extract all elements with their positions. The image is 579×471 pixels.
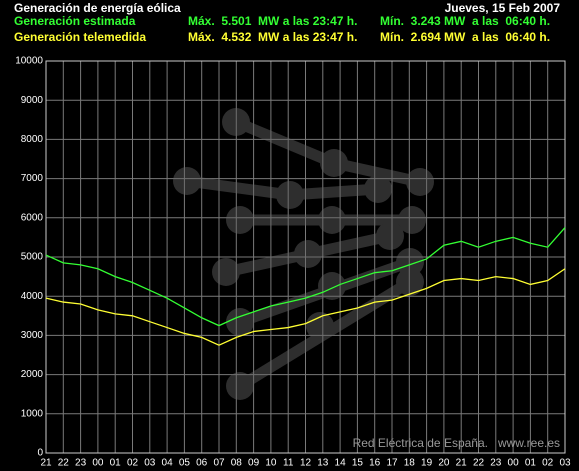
x-tick-label: 09: [248, 458, 260, 469]
y-tick-label: 2000: [21, 369, 44, 380]
x-tick-label: 19: [421, 458, 433, 469]
x-tick-label: 06: [196, 458, 208, 469]
stat-min: Mín. 3.243 MW a las 06:40 h.: [380, 14, 550, 28]
legend-entry: Generación telemedida: [14, 30, 146, 44]
x-tick-label: 15: [352, 458, 364, 469]
x-tick-label: 03: [144, 458, 156, 469]
y-tick-label: 0: [37, 448, 43, 459]
x-tick-label: 20: [438, 458, 450, 469]
x-tick-label: 17: [386, 458, 398, 469]
x-tick-label: 23: [490, 458, 502, 469]
x-tick-label: 16: [369, 458, 381, 469]
logo-watermark: [173, 108, 434, 400]
y-tick-label: 8000: [21, 134, 44, 145]
x-tick-label: 02: [542, 458, 554, 469]
series-line: [45, 227, 566, 327]
series-line: [45, 268, 566, 346]
x-tick-label: 23: [75, 458, 87, 469]
stat-min: Mín. 2.694 MW a las 06:40 h.: [380, 30, 550, 44]
plot-border: [45, 60, 566, 454]
x-tick-label: 00: [92, 458, 104, 469]
x-tick-label: 18: [404, 458, 416, 469]
source: Red Eléctrica de España. www.ree.es: [353, 436, 560, 450]
y-tick-label: 10000: [15, 56, 43, 67]
legend-entry: Generación estimada: [14, 14, 136, 28]
y-tick-label: 3000: [21, 330, 44, 341]
x-tick-label: 04: [162, 458, 174, 469]
x-tick-label: 02: [127, 458, 139, 469]
x-tick-label: 00: [508, 458, 520, 469]
x-tick-label: 01: [525, 458, 537, 469]
y-tick-label: 4000: [21, 291, 44, 302]
y-tick-label: 7000: [21, 173, 44, 184]
x-tick-label: 05: [179, 458, 191, 469]
x-tick-label: 21: [456, 458, 468, 469]
x-tick-label: 14: [335, 458, 347, 469]
x-tick-label: 21: [40, 458, 52, 469]
y-tick-label: 6000: [21, 212, 44, 223]
y-tick-label: 9000: [21, 95, 44, 106]
x-tick-label: 10: [265, 458, 277, 469]
x-tick-label: 08: [231, 458, 243, 469]
date: Jueves, 15 Feb 2007: [445, 1, 561, 15]
chart-title: Generación de energía eólica: [14, 1, 181, 15]
x-tick-label: 11: [283, 458, 294, 469]
x-tick-label: 07: [213, 458, 225, 469]
x-tick-label: 03: [559, 458, 571, 469]
x-tick-label: 01: [110, 458, 122, 469]
y-tick-label: 1000: [21, 408, 44, 419]
y-tick-label: 5000: [21, 252, 44, 263]
x-tick-label: 22: [58, 458, 70, 469]
x-tick-label: 22: [473, 458, 485, 469]
x-tick-label: 13: [317, 458, 329, 469]
stat-max: Máx. 5.501 MW a las 23:47 h.: [188, 14, 357, 28]
x-tick-label: 12: [300, 458, 312, 469]
stat-max: Máx. 4.532 MW a las 23:47 h.: [188, 30, 357, 44]
